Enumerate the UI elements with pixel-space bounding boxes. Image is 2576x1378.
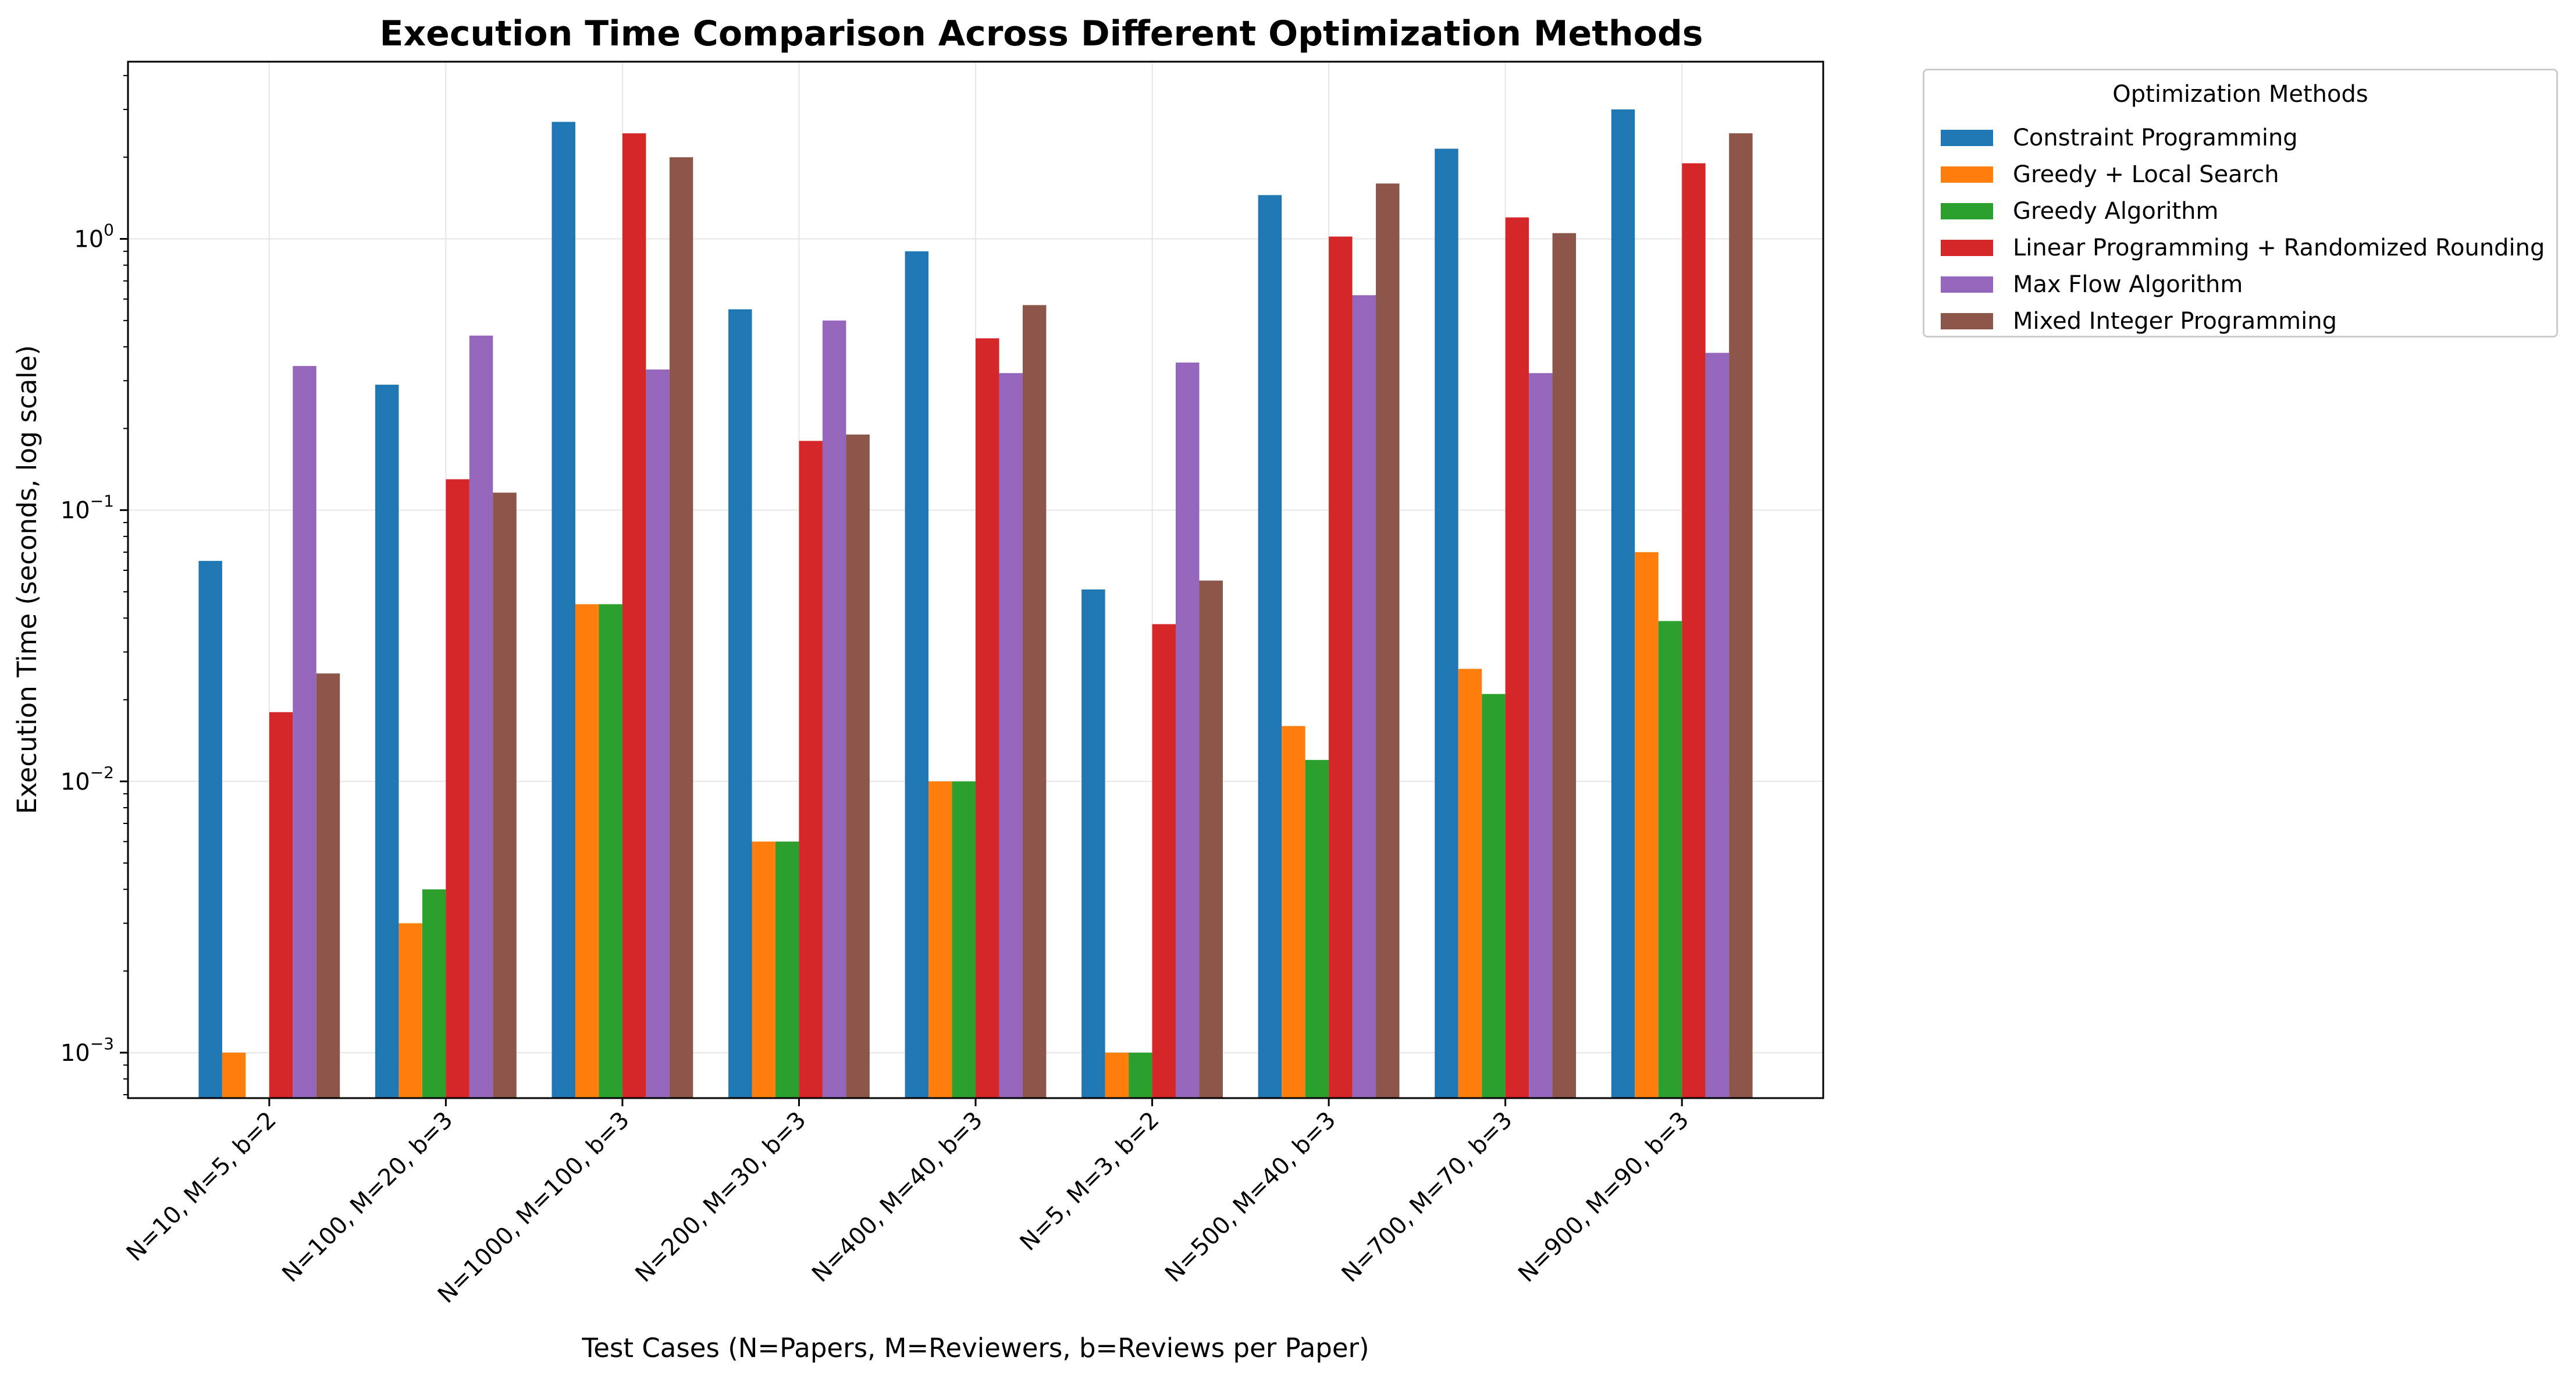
bar (446, 479, 469, 1098)
legend-swatch (1941, 276, 1993, 293)
legend-swatch (1941, 166, 1993, 183)
y-tick-label: 100 (74, 220, 114, 253)
x-tick-label: N=200, M=30, b=3 (630, 1107, 811, 1288)
bar (928, 781, 952, 1098)
bar (622, 133, 646, 1099)
bar (1658, 621, 1682, 1098)
x-tick-label: N=100, M=20, b=3 (277, 1107, 458, 1288)
x-axis-label: Test Cases (N=Papers, M=Reviewers, b=Rev… (581, 1333, 1369, 1363)
legend-label: Greedy Algorithm (2013, 198, 2219, 225)
x-tick-label: N=400, M=40, b=3 (807, 1107, 988, 1288)
bar (493, 492, 517, 1099)
bar (575, 604, 599, 1098)
legend-item: Greedy Algorithm (1941, 195, 2218, 228)
bar (1458, 669, 1482, 1098)
bar (1482, 694, 1506, 1098)
bar (646, 369, 670, 1098)
bar (1352, 295, 1376, 1099)
bar (669, 157, 693, 1098)
bar (1376, 183, 1400, 1098)
y-axis-label: Execution Time (seconds, log scale) (12, 345, 42, 814)
x-tick-label: N=500, M=40, b=3 (1160, 1107, 1341, 1288)
bar (775, 841, 799, 1098)
bar (1176, 363, 1200, 1098)
x-tick-label: N=900, M=90, b=3 (1513, 1107, 1694, 1288)
y-tick-label: 10−1 (61, 492, 114, 524)
bar (1152, 624, 1176, 1098)
legend-swatch (1941, 313, 1993, 329)
x-axis: N=10, M=5, b=2N=100, M=20, b=3N=1000, M=… (122, 1098, 1694, 1309)
legend-label: Mixed Integer Programming (2013, 308, 2337, 335)
x-tick-label: N=1000, M=100, b=3 (433, 1107, 635, 1309)
bar (1682, 163, 1706, 1098)
bar (1329, 236, 1353, 1098)
y-axis: 10−3 10−2 10−1 100 (61, 74, 128, 1096)
bar (952, 781, 976, 1098)
bars (198, 109, 1753, 1099)
bar (375, 385, 399, 1098)
bar (976, 338, 999, 1098)
y-tick-label: 10−3 (61, 1034, 114, 1067)
bar (269, 712, 293, 1098)
bar (599, 604, 622, 1098)
bar (552, 122, 575, 1098)
bar (1552, 233, 1577, 1098)
bar (1081, 589, 1105, 1098)
bar (1022, 305, 1047, 1098)
bar (1529, 373, 1553, 1098)
y-tick-label: 10−2 (61, 763, 114, 795)
bar (422, 889, 446, 1098)
legend-swatch (1941, 240, 1993, 256)
bar (1105, 1052, 1129, 1098)
bar (1635, 552, 1659, 1098)
legend-title: Optimization Methods (2112, 81, 2368, 108)
bar (1129, 1052, 1152, 1098)
bar (1505, 217, 1529, 1098)
bar (1729, 133, 1753, 1099)
legend-item: Greedy + Local Search (1941, 158, 2279, 191)
legend-swatch (1941, 130, 1993, 146)
legend-item: Max Flow Algorithm (1941, 268, 2243, 301)
bar (1705, 353, 1730, 1098)
bar (1305, 759, 1329, 1098)
legend-label: Linear Programming + Randomized Rounding (2013, 235, 2545, 261)
bar (399, 923, 422, 1098)
bar (1258, 195, 1282, 1098)
bar (846, 434, 870, 1098)
bar (469, 335, 493, 1098)
bar (999, 373, 1023, 1098)
bar (1435, 148, 1458, 1098)
bar (752, 841, 775, 1098)
legend-label: Constraint Programming (2013, 125, 2298, 151)
bar (728, 309, 752, 1098)
bar (316, 673, 340, 1098)
x-tick-label: N=700, M=70, b=3 (1337, 1107, 1518, 1288)
bar (1611, 109, 1635, 1098)
bar (198, 560, 222, 1098)
bar (1282, 726, 1305, 1098)
x-tick-label: N=5, M=3, b=2 (1015, 1107, 1165, 1256)
legend-item: Mixed Integer Programming (1941, 305, 2337, 338)
legend: Optimization Methods Constraint Programm… (1923, 69, 2558, 338)
bar (1199, 580, 1223, 1098)
legend-item: Constraint Programming (1941, 122, 2298, 154)
bar (222, 1052, 246, 1098)
legend-label: Max Flow Algorithm (2013, 271, 2243, 298)
bar (822, 320, 846, 1098)
legend-item: Linear Programming + Randomized Rounding (1941, 232, 2545, 264)
bar (293, 365, 316, 1099)
bar (799, 441, 823, 1098)
legend-swatch (1941, 203, 1993, 219)
bar (905, 251, 929, 1098)
chart-title: Execution Time Comparison Across Differe… (379, 13, 1703, 54)
legend-label: Greedy + Local Search (2013, 161, 2279, 188)
x-tick-label: N=10, M=5, b=2 (122, 1107, 282, 1267)
